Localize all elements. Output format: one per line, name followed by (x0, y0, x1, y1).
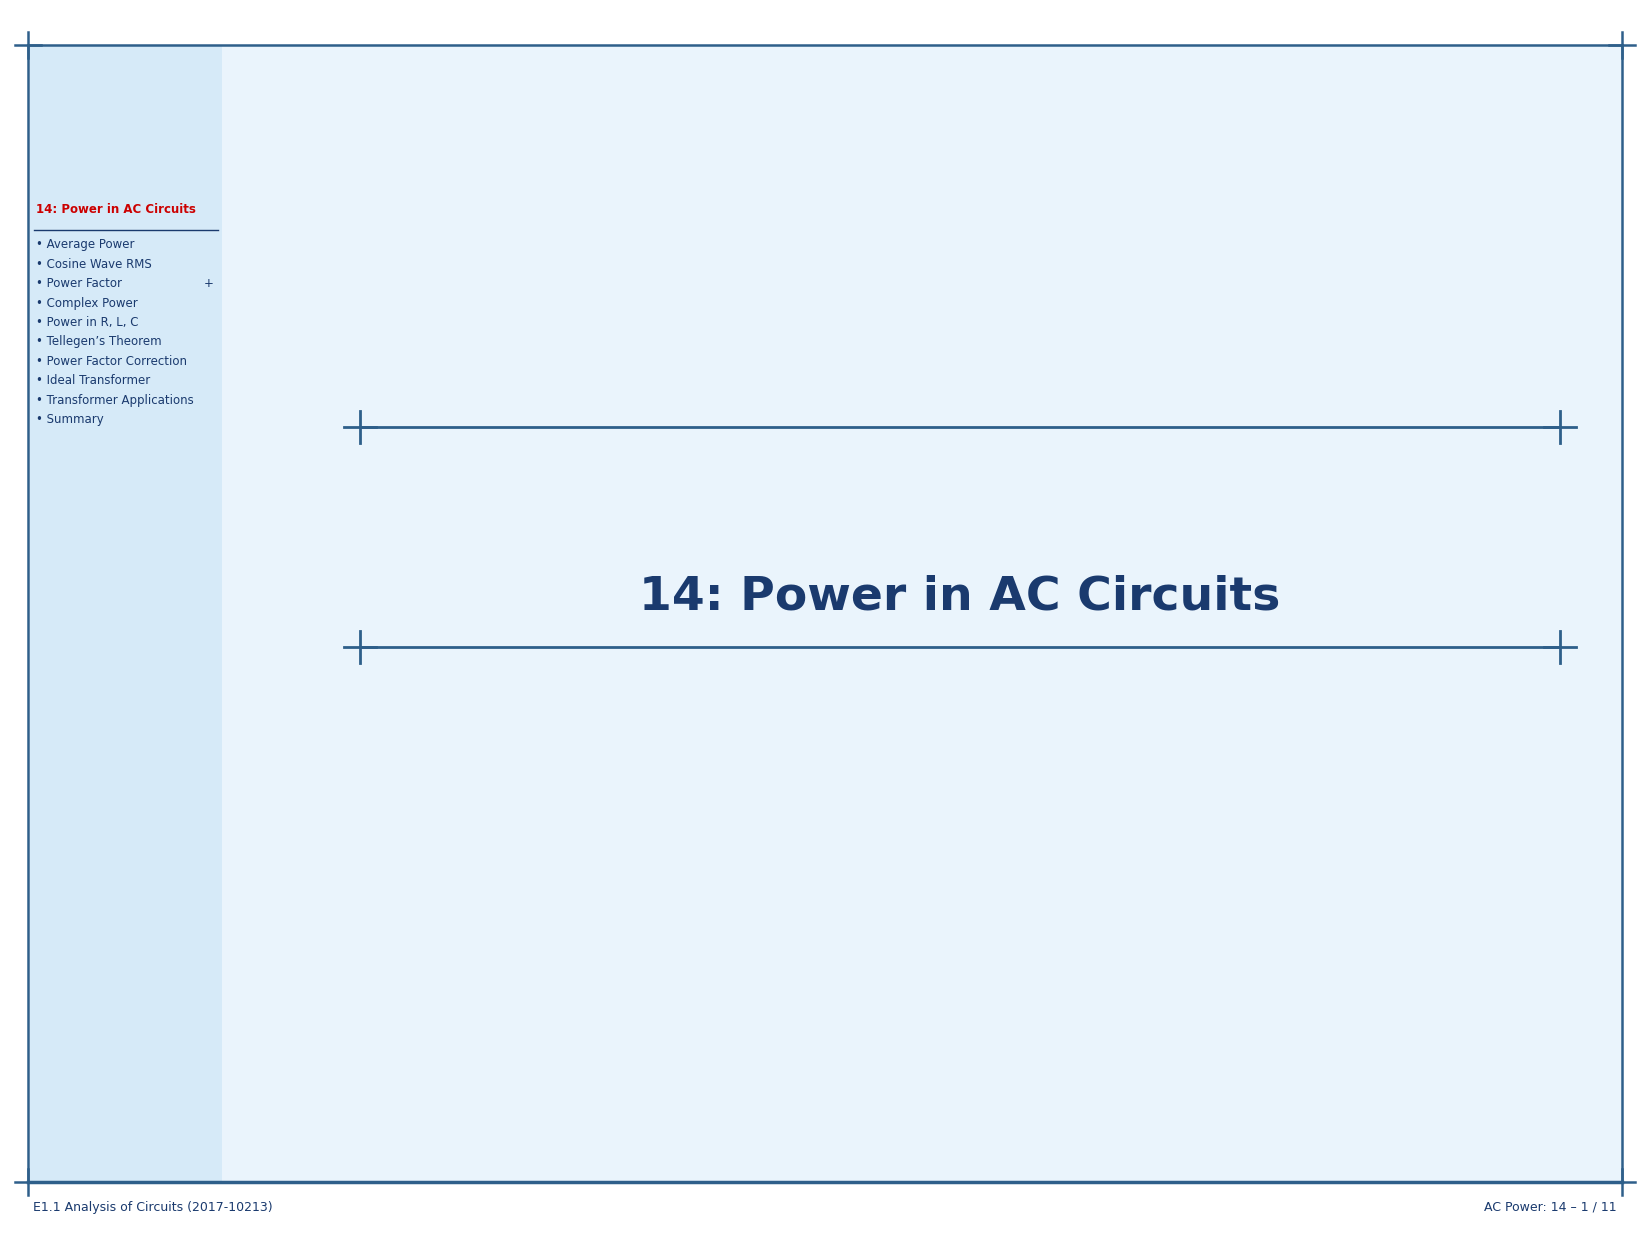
Bar (223, 45, 1622, 1183)
Text: 14: Power in AC Circuits: 14: Power in AC Circuits (639, 574, 1280, 620)
Text: • Power Factor Correction: • Power Factor Correction (36, 355, 186, 367)
Text: AC Power: 14 – 1 / 11: AC Power: 14 – 1 / 11 (1485, 1200, 1617, 1213)
Text: • Summary: • Summary (36, 413, 104, 427)
Text: • Transformer Applications: • Transformer Applications (36, 395, 193, 407)
Text: • Power in R, L, C: • Power in R, L, C (36, 315, 139, 329)
Bar (30, 45, 223, 1183)
Text: • Power Factor: • Power Factor (36, 277, 122, 289)
Text: +: + (205, 277, 214, 289)
Text: • Cosine Wave RMS: • Cosine Wave RMS (36, 257, 152, 271)
Text: E1.1 Analysis of Circuits (2017-10213): E1.1 Analysis of Circuits (2017-10213) (33, 1200, 272, 1213)
Text: • Complex Power: • Complex Power (36, 297, 137, 309)
Text: • Tellegen’s Theorem: • Tellegen’s Theorem (36, 335, 162, 349)
Text: 14: Power in AC Circuits: 14: Power in AC Circuits (36, 203, 196, 216)
Text: • Ideal Transformer: • Ideal Transformer (36, 375, 150, 387)
Text: • Average Power: • Average Power (36, 238, 135, 251)
